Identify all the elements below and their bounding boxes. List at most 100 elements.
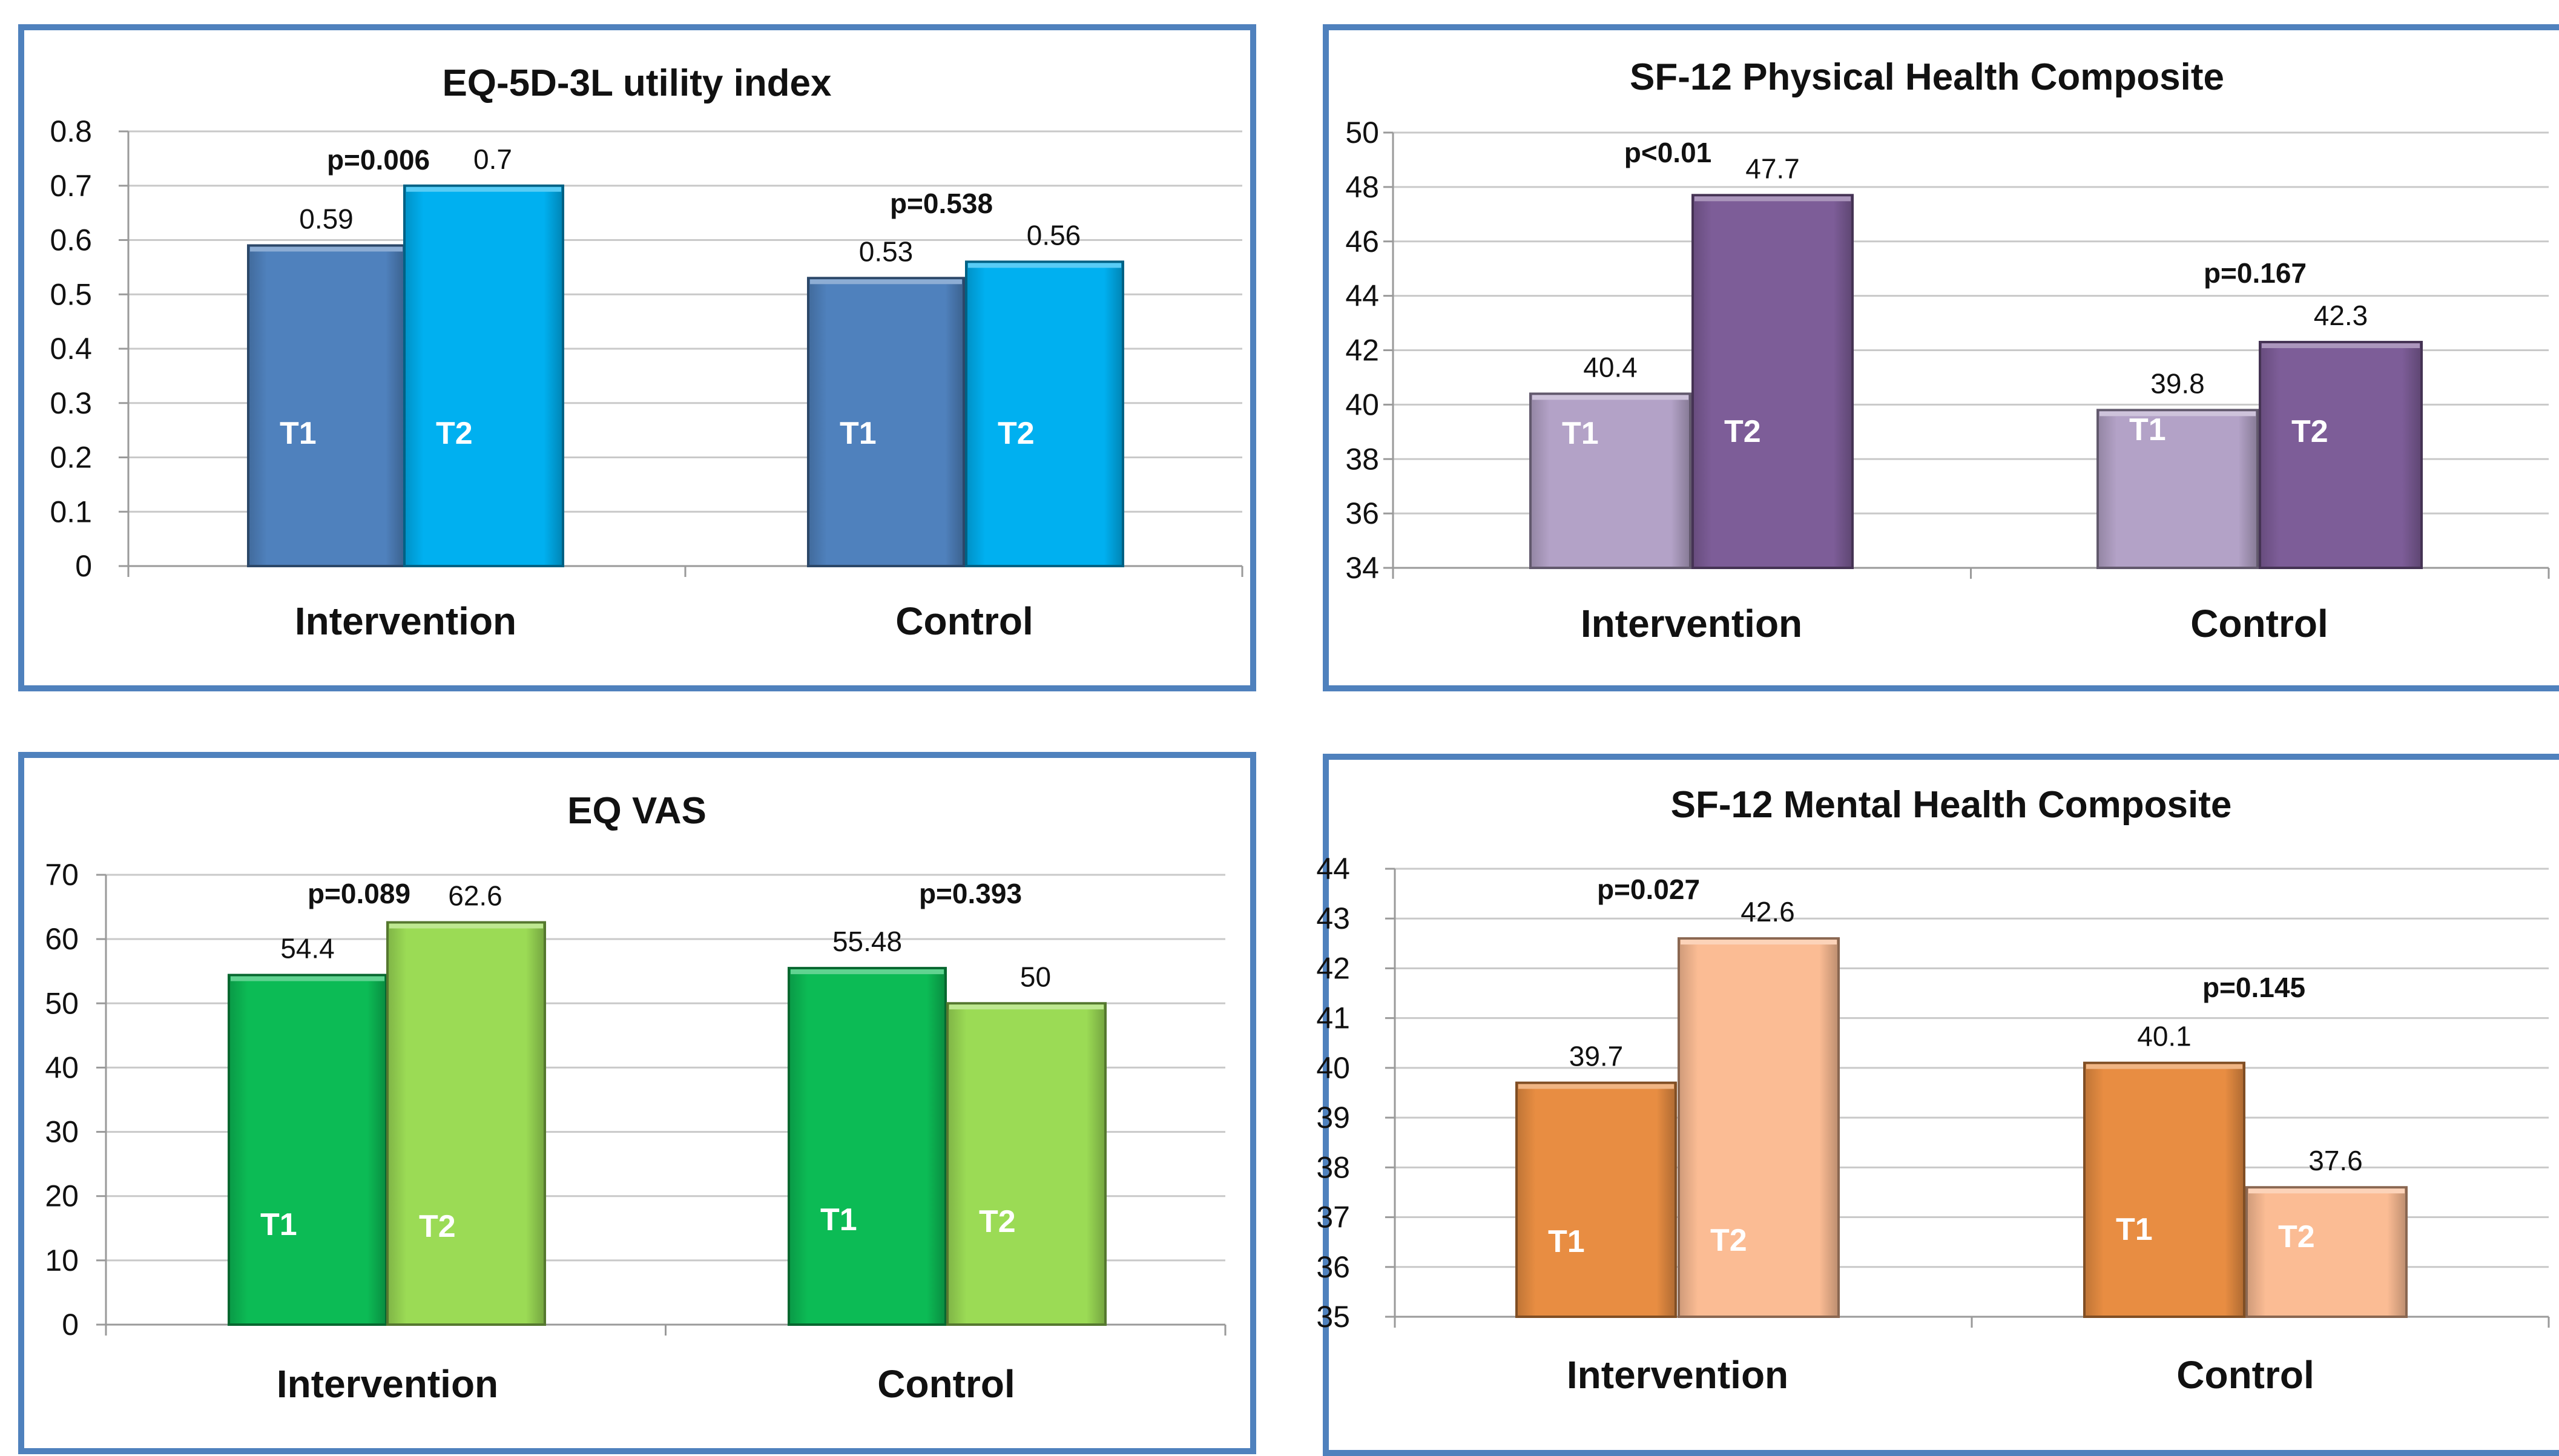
y-tick-label: 40 <box>1316 1051 1350 1085</box>
category-label-control: Control <box>2190 602 2328 645</box>
bar-highlight <box>949 1004 1104 1010</box>
y-tick-label: 0.1 <box>50 495 92 529</box>
series-label-in-bar: T1 <box>260 1207 297 1242</box>
value-label: 42.3 <box>2314 300 2368 331</box>
bar-intervention-t2 <box>403 184 564 567</box>
p-value-label: p<0.01 <box>1624 137 1712 168</box>
p-value-label: p=0.145 <box>2202 972 2305 1003</box>
series-label-in-bar: T1 <box>1548 1224 1585 1259</box>
chart-title: EQ VAS <box>567 790 706 832</box>
y-tick-label: 50 <box>1345 116 1379 150</box>
bar-control-t1 <box>788 967 947 1326</box>
bar-highlight <box>389 923 543 929</box>
bar-highlight <box>2248 1188 2405 1194</box>
y-tick-label: 34 <box>1345 551 1379 585</box>
bar-control-t2 <box>946 1002 1107 1326</box>
series-label-in-bar: T1 <box>2116 1212 2153 1247</box>
bar-intervention-t1 <box>1529 392 1691 570</box>
series-label-in-bar: T1 <box>820 1202 857 1237</box>
y-tick-label: 36 <box>1345 496 1379 530</box>
bar-highlight <box>1694 196 1851 202</box>
bar-control-t1 <box>2083 1061 2245 1318</box>
y-tick-label: 70 <box>45 858 79 892</box>
value-label: 0.59 <box>299 203 354 234</box>
bar-control-t2 <box>2245 1186 2408 1318</box>
category-label-control: Control <box>895 599 1033 643</box>
bar-intervention-t2 <box>1678 937 1840 1318</box>
y-tick-label: 41 <box>1316 1001 1350 1035</box>
category-label-intervention: Intervention <box>277 1362 498 1406</box>
y-tick-label: 42 <box>1345 334 1379 367</box>
y-tick-label: 0.2 <box>50 441 92 475</box>
y-tick-label: 10 <box>45 1244 79 1277</box>
y-tick-label: 20 <box>45 1179 79 1213</box>
chart-title: SF-12 Mental Health Composite <box>1671 784 2232 826</box>
chart-title: EQ-5D-3L utility index <box>442 62 832 104</box>
p-value-label: p=0.027 <box>1597 874 1700 905</box>
p-value-label: p=0.006 <box>327 144 430 176</box>
p-value-label: p=0.089 <box>308 878 410 909</box>
y-tick-label: 0 <box>62 1308 79 1342</box>
bar-control-t1 <box>2096 409 2259 569</box>
series-label-in-bar: T2 <box>436 416 473 451</box>
y-tick-label: 39 <box>1316 1101 1350 1135</box>
y-tick-label: 0.7 <box>50 169 92 203</box>
chart-title: SF-12 Physical Health Composite <box>1630 56 2224 98</box>
series-label-in-bar: T2 <box>998 416 1035 451</box>
y-tick-label: 46 <box>1345 225 1379 259</box>
y-tick-label: 0.8 <box>50 114 92 148</box>
bar-intervention-t2 <box>1691 194 1854 569</box>
bar-highlight <box>791 969 944 975</box>
series-label-in-bar: T1 <box>2129 412 2166 447</box>
bar-intervention-t1 <box>228 973 387 1326</box>
bar-highlight <box>1532 395 1688 400</box>
y-tick-label: 43 <box>1316 901 1350 935</box>
y-tick-label: 40 <box>1345 387 1379 421</box>
category-label-intervention: Intervention <box>1581 602 1802 645</box>
y-tick-label: 0.3 <box>50 386 92 420</box>
value-label: 54.4 <box>280 933 335 964</box>
series-label-in-bar: T2 <box>979 1204 1016 1239</box>
bar-highlight <box>810 279 962 285</box>
value-label: 50 <box>1020 961 1051 992</box>
bar-intervention-t2 <box>386 921 546 1326</box>
bar-highlight <box>231 976 384 981</box>
value-label: 47.7 <box>1745 153 1800 184</box>
y-tick-label: 40 <box>45 1050 79 1084</box>
series-label-in-bar: T2 <box>1710 1223 1747 1258</box>
bar-highlight <box>2086 1064 2242 1069</box>
y-tick-label: 30 <box>45 1115 79 1149</box>
y-tick-label: 60 <box>45 922 79 956</box>
value-label: 39.7 <box>1569 1041 1624 1072</box>
p-value-label: p=0.538 <box>890 188 993 219</box>
series-label-in-bar: T2 <box>2278 1219 2315 1254</box>
series-label-in-bar: T1 <box>1562 416 1599 451</box>
y-tick-label: 0 <box>75 549 92 583</box>
bar-highlight <box>250 246 403 252</box>
chart-sf12-mental: SF-12 Mental Health Composite 35 36 37 38 39 4… <box>1316 784 2550 1397</box>
series-label-in-bar: T1 <box>280 416 317 451</box>
p-value-label: p=0.393 <box>919 878 1022 909</box>
value-label: 62.6 <box>448 880 502 912</box>
bar-control-t2 <box>965 260 1124 567</box>
series-label-in-bar: T1 <box>840 416 877 451</box>
series-label-in-bar: T2 <box>2291 414 2328 449</box>
bar-intervention-t1 <box>1515 1081 1677 1318</box>
y-tick-label: 0.4 <box>50 332 92 366</box>
value-label: 0.53 <box>859 236 914 267</box>
bar-highlight <box>2100 411 2256 417</box>
y-tick-label: 35 <box>1316 1300 1350 1334</box>
bar-highlight <box>1681 940 1837 945</box>
y-tick-label: 48 <box>1345 170 1379 204</box>
bar-highlight <box>968 263 1121 268</box>
y-tick-label: 36 <box>1316 1250 1350 1284</box>
value-label: 37.6 <box>2308 1145 2363 1176</box>
y-tick-label: 44 <box>1345 279 1379 313</box>
category-label-control: Control <box>2176 1353 2314 1397</box>
bar-highlight <box>2262 343 2420 349</box>
bar-control-t2 <box>2259 341 2423 569</box>
p-value-label: p=0.167 <box>2204 257 2307 289</box>
y-tick-label: 42 <box>1316 951 1350 985</box>
bar-control-t1 <box>807 277 965 567</box>
